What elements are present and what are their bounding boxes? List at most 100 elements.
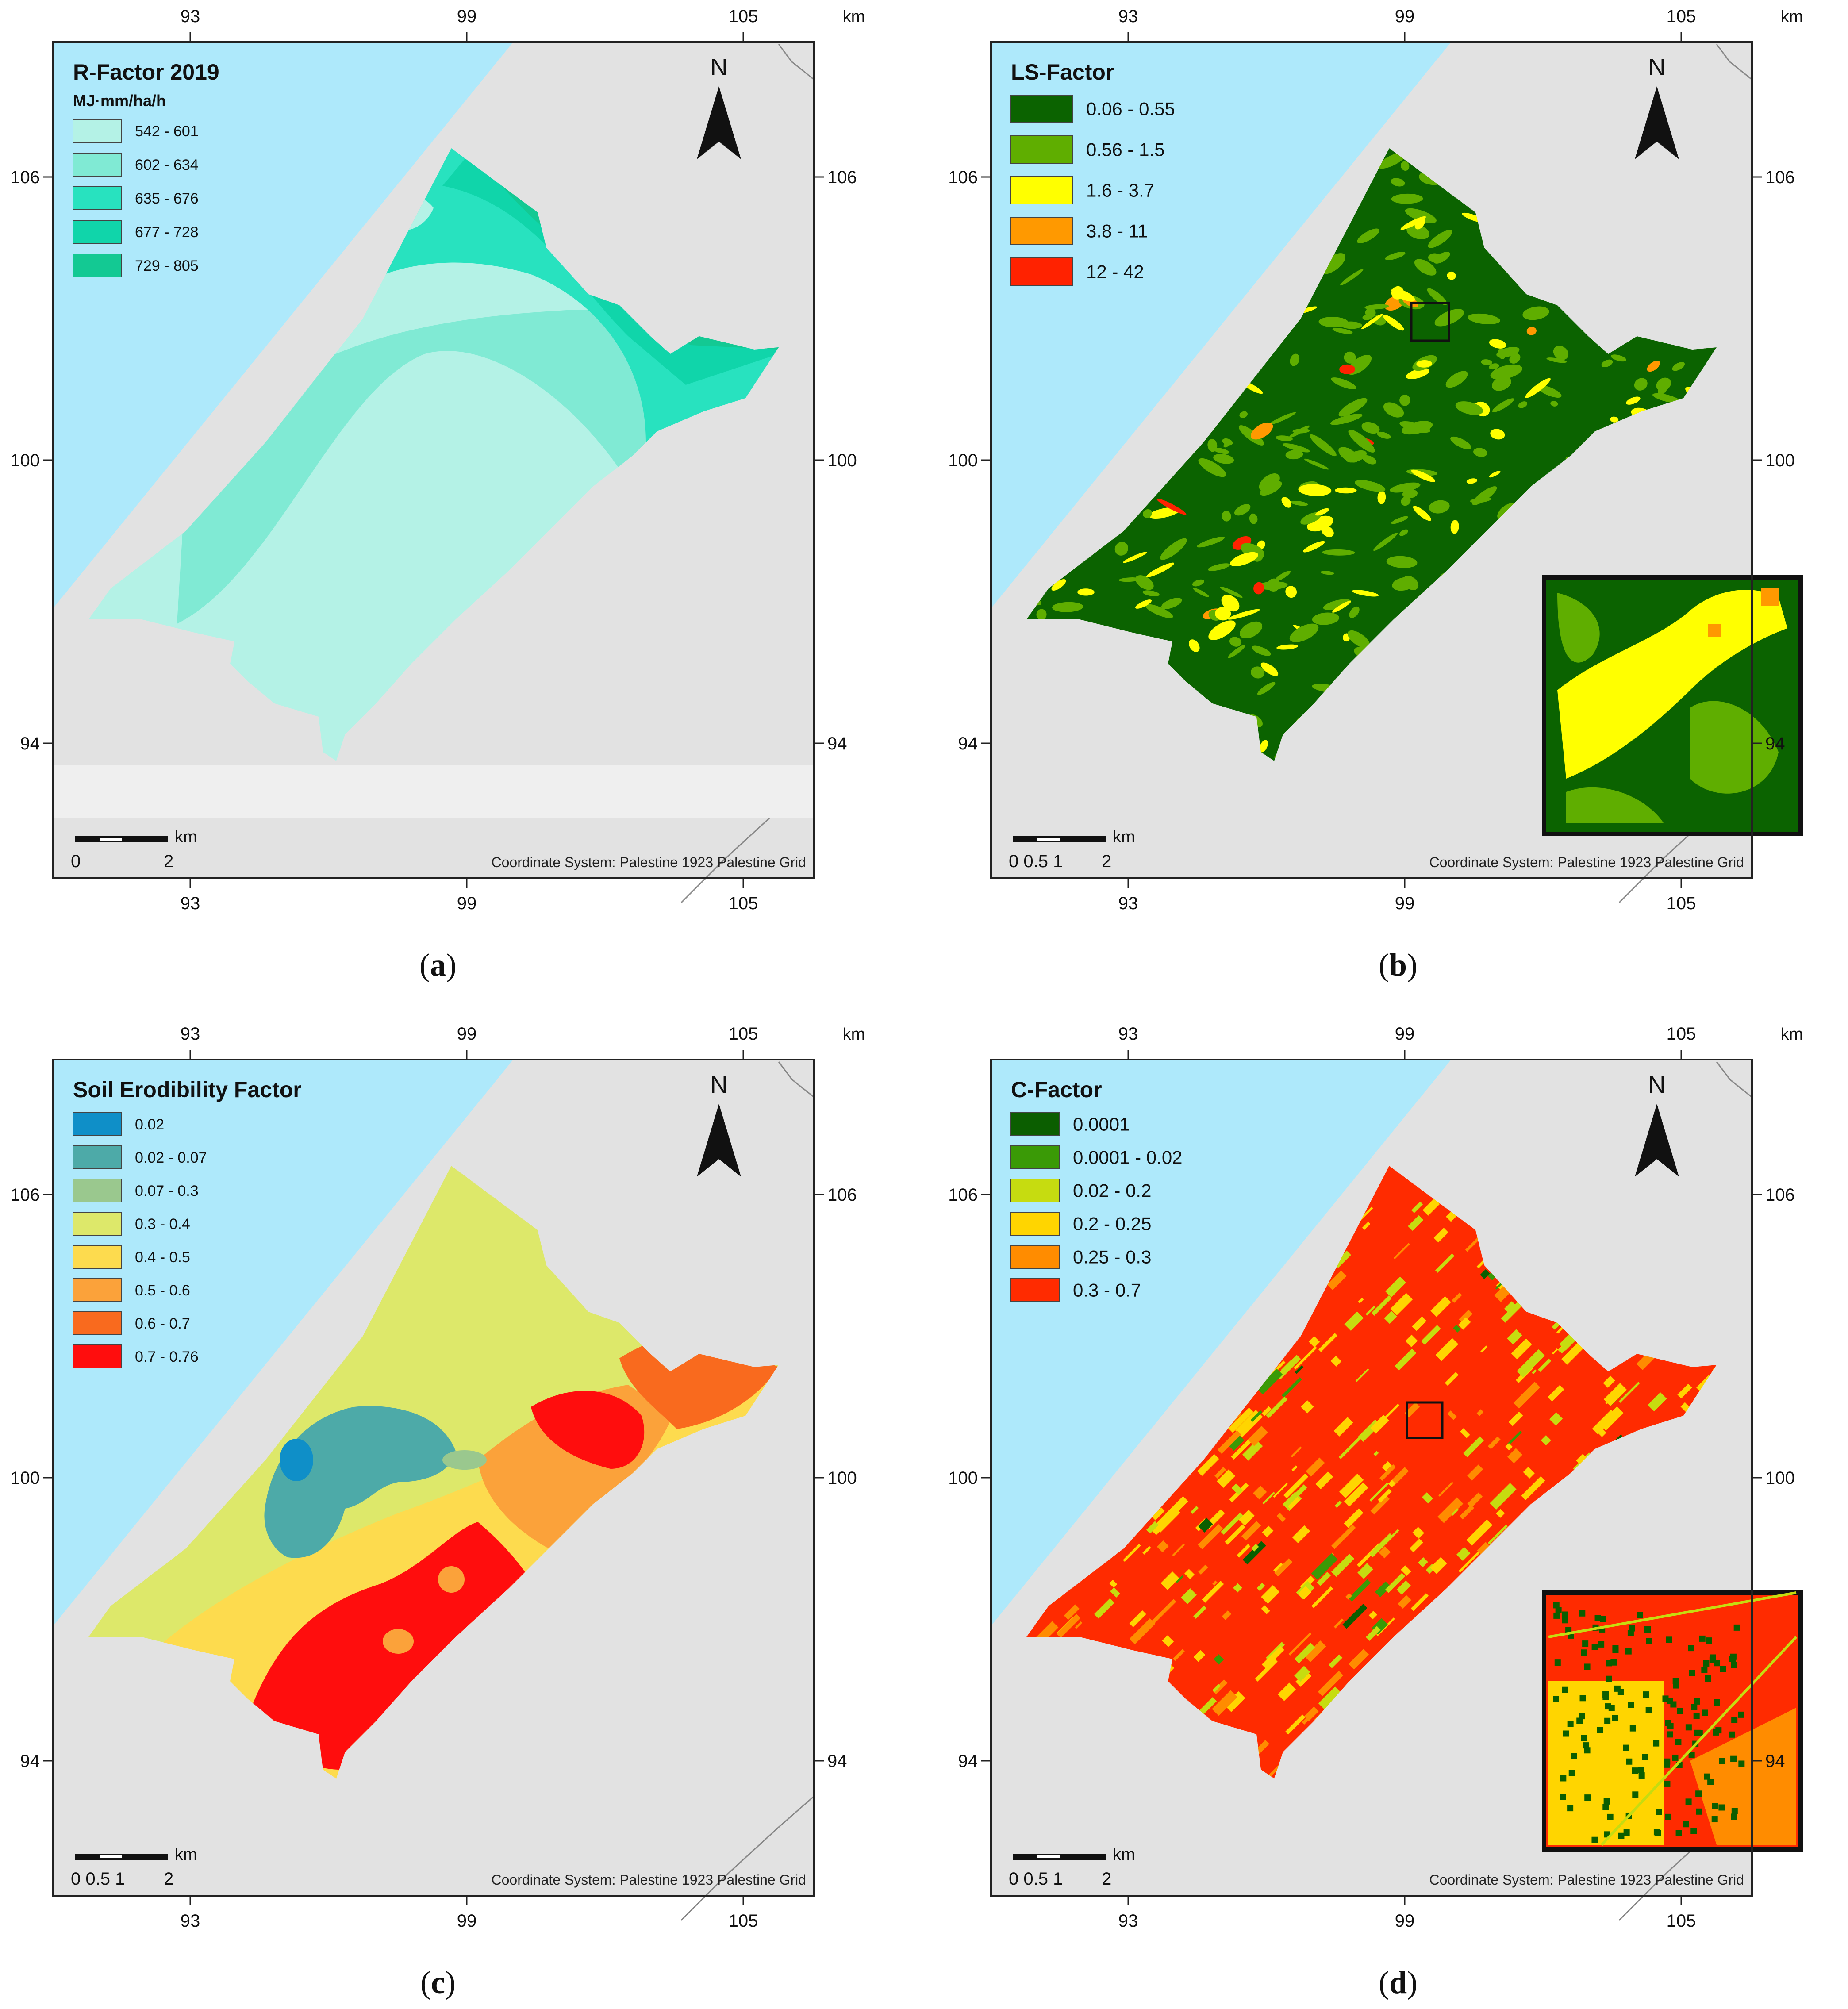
ls-patch (1428, 230, 1452, 248)
ls-patch (1455, 401, 1483, 415)
c-parcel (1274, 1558, 1293, 1577)
ls-patch (1601, 359, 1613, 368)
c-parcel (1276, 1355, 1301, 1380)
ls-patch (1672, 362, 1685, 371)
c-parcel (1408, 1215, 1424, 1231)
c-parcel (1276, 1513, 1286, 1522)
inset-building (1606, 1675, 1612, 1682)
y-tick-label-right: 100 (1765, 1468, 1795, 1488)
c-parcel (1231, 1439, 1252, 1460)
inset-building (1602, 1804, 1609, 1810)
ls-patch (1348, 430, 1375, 453)
c-parcel (1357, 1563, 1374, 1579)
x-tick-label-bottom: 105 (729, 1911, 758, 1931)
x-tick-label-bottom: 105 (1667, 894, 1696, 913)
x-tick-label-top: 105 (729, 1024, 758, 1044)
inset-building (1712, 1803, 1718, 1809)
ls-patch (1222, 438, 1233, 446)
c-parcel (1501, 1301, 1522, 1323)
border-line-south (680, 1795, 815, 1921)
c-parcel (1181, 1588, 1197, 1604)
x-tick-label-top: 93 (181, 7, 200, 26)
legend-swatch (73, 1344, 122, 1368)
inset-building (1731, 1662, 1737, 1668)
inset-building (1632, 1791, 1639, 1798)
legend-label: 0.7 - 0.76 (135, 1348, 199, 1365)
ls-patch (1193, 588, 1209, 597)
c-parcel (1213, 1654, 1224, 1665)
legend-label: 0.06 - 0.55 (1086, 99, 1175, 119)
x-tick-label-top: 93 (1118, 1024, 1138, 1044)
ls-patch (1365, 307, 1376, 318)
c-parcel (1344, 1311, 1364, 1331)
c-parcel (1453, 1325, 1461, 1333)
inset-building (1733, 1624, 1740, 1631)
legend-label: 677 - 728 (135, 224, 199, 241)
ls-patch (1338, 398, 1368, 417)
ls-patch (1229, 637, 1242, 647)
c-parcel (1508, 1411, 1523, 1426)
legend-swatch (73, 220, 122, 244)
ls-patch (1391, 288, 1415, 302)
caption-a: (a) (419, 947, 457, 983)
legend-label: 602 - 634 (135, 157, 199, 173)
inset-building (1642, 1754, 1648, 1760)
c-parcel (1255, 1659, 1278, 1682)
ls-patch (1390, 482, 1421, 493)
inset-building (1581, 1649, 1587, 1656)
c-parcel (1452, 1292, 1462, 1303)
inset-building (1584, 1794, 1591, 1801)
caption-letter-b: b (1389, 947, 1407, 983)
inset-building (1688, 1645, 1694, 1652)
legend-label: 3.8 - 11 (1086, 221, 1148, 242)
ls-patch (1221, 595, 1240, 612)
inset-building (1685, 1798, 1692, 1805)
ls-patch (1481, 359, 1492, 365)
inset-building (1702, 1709, 1708, 1716)
caption-c: (c) (420, 1965, 456, 2000)
c-parcel (1228, 1407, 1253, 1433)
c-parcel (1075, 1621, 1083, 1629)
c-parcel (1345, 1593, 1352, 1600)
inset-building (1581, 1735, 1587, 1741)
inset-building (1666, 1636, 1672, 1643)
c-parcel (1291, 1465, 1298, 1471)
c-parcel (1311, 1553, 1338, 1580)
inset-building (1720, 1666, 1726, 1672)
c-parcel (1456, 1547, 1471, 1561)
ls-patch (1385, 252, 1406, 260)
inset-building (1718, 1804, 1725, 1811)
c-parcel (1306, 1457, 1325, 1477)
legend-label: 0.2 - 0.25 (1073, 1214, 1151, 1234)
c-parcel (1370, 1414, 1389, 1434)
inset-green-blob-2 (1690, 701, 1779, 794)
c-parcel (1328, 1654, 1343, 1668)
c-parcel (1458, 1317, 1471, 1330)
inset-building (1703, 1660, 1710, 1667)
ls-patch (1234, 504, 1251, 516)
x-tick-label-bottom: 93 (181, 1911, 200, 1931)
c-parcel (1477, 1542, 1492, 1557)
coordinate-system-note: Coordinate System: Palestine 1923 Palest… (1429, 854, 1744, 870)
ls-patch (1223, 442, 1230, 448)
c-parcel (1304, 1640, 1326, 1663)
inset-building (1600, 1616, 1606, 1622)
inset-building (1689, 1670, 1695, 1676)
inset-building (1576, 1717, 1583, 1724)
ls-patch (1550, 401, 1558, 407)
ls-patch (1332, 600, 1351, 613)
ls-patch (1239, 621, 1263, 638)
y-tick-label-left: 106 (10, 168, 40, 187)
c-parcel (1109, 1579, 1118, 1588)
y-tick-label-left: 100 (948, 451, 978, 470)
c-parcel (1294, 1643, 1315, 1663)
y-tick-label-right: 106 (1765, 168, 1795, 187)
inset-orange-patch-2 (1708, 624, 1721, 637)
x-tick-label-bottom: 105 (1667, 1911, 1696, 1931)
c-parcel (1064, 1604, 1080, 1620)
c-parcel (1365, 1306, 1375, 1316)
inset-building (1638, 1772, 1645, 1779)
c-parcel (1398, 1595, 1411, 1609)
legend-label: 0.5 - 0.6 (135, 1282, 190, 1299)
